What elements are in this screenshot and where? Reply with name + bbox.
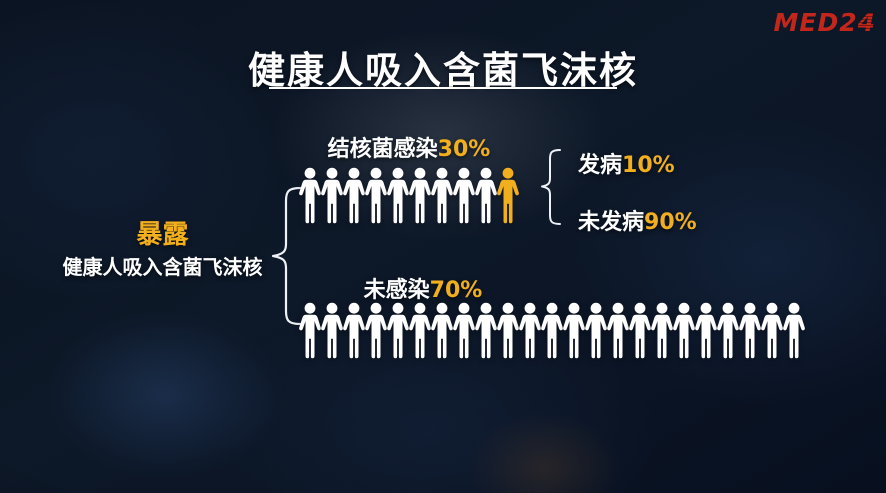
- no-onset-label: 未发病90%: [578, 204, 697, 236]
- exposure-label-block: 暴露 健康人吸入含菌飞沫核: [40, 219, 285, 280]
- title-underline: [269, 87, 617, 89]
- person-icon: [541, 302, 563, 359]
- onset-percentage: 10%: [622, 153, 675, 178]
- person-icon: [739, 302, 761, 359]
- logo-text-prefix: MED2: [773, 8, 858, 37]
- uninfected-label-text: 未感染: [363, 278, 430, 303]
- onset-label-text: 发病: [578, 153, 623, 178]
- person-icon: [497, 302, 519, 359]
- person-icon: [475, 167, 497, 224]
- person-icon: [387, 167, 409, 224]
- uninfected-people-row: [298, 302, 805, 360]
- person-icon: [563, 302, 585, 359]
- person-icon: [431, 302, 453, 359]
- person-icon: [453, 167, 475, 224]
- person-icon: [299, 167, 321, 224]
- med24-logo: MED24: [773, 8, 876, 37]
- uninfected-group-label: 未感染70%: [298, 272, 548, 304]
- curly-brace-main: [271, 186, 302, 326]
- no-onset-percentage: 90%: [644, 210, 697, 235]
- person-icon: [761, 302, 783, 359]
- person-icon: [629, 302, 651, 359]
- infected-label-text: 结核菌感染: [327, 137, 438, 162]
- person-icon: [651, 302, 673, 359]
- person-icon: [783, 302, 805, 359]
- infected-group-label: 结核菌感染30%: [298, 131, 520, 163]
- person-icon: [343, 167, 365, 224]
- person-icon: [717, 302, 739, 359]
- person-icon: [343, 302, 365, 359]
- uninfected-percentage: 70%: [429, 278, 483, 303]
- person-icon: [321, 167, 343, 224]
- person-icon: [321, 302, 343, 359]
- person-icon: [519, 302, 541, 359]
- person-icon: [585, 302, 607, 359]
- infected-people-row: [298, 167, 519, 225]
- person-icon: [607, 302, 629, 359]
- curly-brace-outcomes: [541, 149, 561, 225]
- infected-percentage: 30%: [437, 137, 491, 162]
- exposure-headline: 暴露: [136, 220, 189, 250]
- person-icon: [673, 302, 695, 359]
- person-icon: [365, 302, 387, 359]
- person-icon: [453, 302, 475, 359]
- person-icon: [299, 302, 321, 359]
- no-onset-label-text: 未发病: [578, 210, 645, 235]
- person-icon: [387, 302, 409, 359]
- person-icon: [365, 167, 387, 224]
- exposure-subline: 健康人吸入含菌飞沫核: [62, 254, 263, 279]
- onset-label: 发病10%: [578, 147, 675, 179]
- person-icon: [431, 167, 453, 224]
- person-icon: [497, 167, 519, 224]
- page-title: 健康人吸入含菌飞沫核: [248, 49, 638, 92]
- person-icon: [409, 302, 431, 359]
- person-icon: [475, 302, 497, 359]
- person-icon: [409, 167, 431, 224]
- person-icon: [695, 302, 717, 359]
- logo-text-suffix: 4: [857, 8, 876, 37]
